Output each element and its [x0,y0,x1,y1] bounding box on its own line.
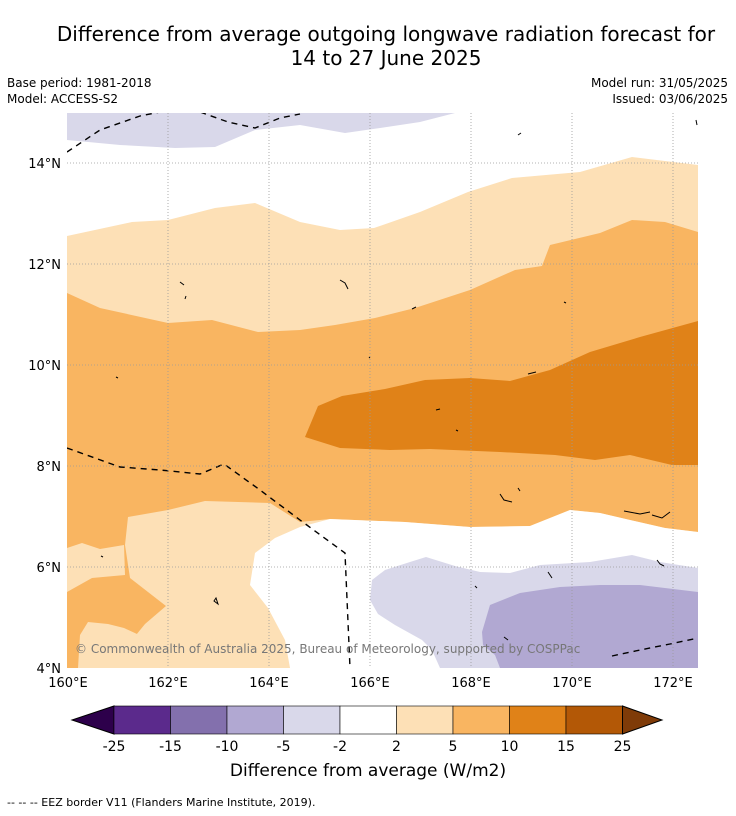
gridlines [67,113,698,668]
issued-date: Issued: 03/06/2025 [612,92,728,106]
lat-label: 8°N [37,460,62,475]
lat-label: 10°N [28,359,61,374]
title-line-1: Difference from average outgoing longwav… [56,22,716,46]
neutral-region-north [67,113,698,236]
anomaly-band-10-15 [305,321,698,465]
eez-border-south-east [611,637,698,657]
lon-label: 162°E [148,676,188,691]
island [411,306,417,310]
colorbar-tick-label: 10 [501,739,519,755]
island [517,487,521,492]
title-line-2: 14 to 27 June 2025 [290,46,482,70]
colorbar-segment [283,705,341,735]
meta-left: Base period: 1981-2018 Model: ACCESS-S2 [7,75,152,107]
lon-label: 160°E [48,676,88,691]
colorbar-over-arrow [622,705,664,735]
colorbar-tick-label: -10 [216,739,239,755]
island [503,636,509,641]
lon-label: 172°E [653,676,693,691]
colorbar-tick-label: 2 [392,739,401,755]
island [563,301,567,304]
island [527,371,537,375]
island [656,559,665,567]
anomaly-tail-south-west [78,622,160,668]
chart-title: Difference from average outgoing longwav… [40,22,732,70]
meta-right: Model run: 31/05/2025 Issued: 03/06/2025 [591,75,728,107]
map-plot-area [67,113,698,668]
colorbar-tick-label: -5 [277,739,291,755]
island [115,376,119,379]
colorbar: -25 -15 -10 -5 -2 2 5 10 15 25 [70,705,664,755]
lon-label: 164°E [249,676,289,691]
eez-borders [67,113,698,668]
negative-region-north [67,113,455,148]
island [100,555,104,558]
lat-label: 6°N [37,561,62,576]
eez-border-central [67,447,351,668]
colorbar-segment [452,705,510,735]
island [435,408,441,411]
colorbar-segment [509,705,567,735]
copyright-text: © Commonwealth of Australia 2025, Bureau… [75,642,580,656]
island [517,132,522,136]
base-period: Base period: 1981-2018 [7,76,152,90]
colorbar-under-arrow [70,705,115,735]
lat-label: 12°N [28,258,61,273]
island [547,571,553,579]
lat-label: 14°N [28,157,61,172]
island [623,510,671,519]
colorbar-segment [226,705,284,735]
colorbar-segment [396,705,454,735]
lon-label: 168°E [451,676,491,691]
colorbar-tick-label: 5 [449,739,458,755]
lon-label: 170°E [552,676,592,691]
latitude-labels: 14°N 12°N 10°N 8°N 6°N 4°N [28,157,61,677]
island [695,119,698,126]
colorbar-segment [565,705,623,735]
island [339,279,349,290]
negative-region-south-east-strong [482,585,698,668]
eez-legend-note: -- -- -- EEZ border V11 (Flanders Marine… [7,796,316,809]
colorbar-title: Difference from average (W/m2) [229,761,507,781]
colorbar-tick-label: -2 [333,739,347,755]
island [179,281,185,286]
island [455,429,459,432]
colorbar-tick-label: -25 [103,739,126,755]
island [184,295,187,300]
colorbar-segment [113,705,171,735]
model-run: Model run: 31/05/2025 [590,76,728,90]
island [499,493,513,503]
model-name: Model: ACCESS-S2 [7,92,119,106]
colorbar-tick-label: 25 [614,739,632,755]
island [213,596,219,606]
anomaly-island-south-west [67,543,125,592]
colorbar-segment [170,705,228,735]
islands [100,119,698,641]
longitude-labels: 160°E 162°E 164°E 166°E 168°E 170°E 172°… [48,676,693,691]
colorbar-tick-label: 15 [557,739,575,755]
island [474,585,478,589]
lon-label: 166°E [350,676,390,691]
lat-label: 4°N [37,662,62,677]
island [368,356,371,359]
colorbar-segment [339,705,397,735]
colorbar-tick-label: -15 [159,739,182,755]
